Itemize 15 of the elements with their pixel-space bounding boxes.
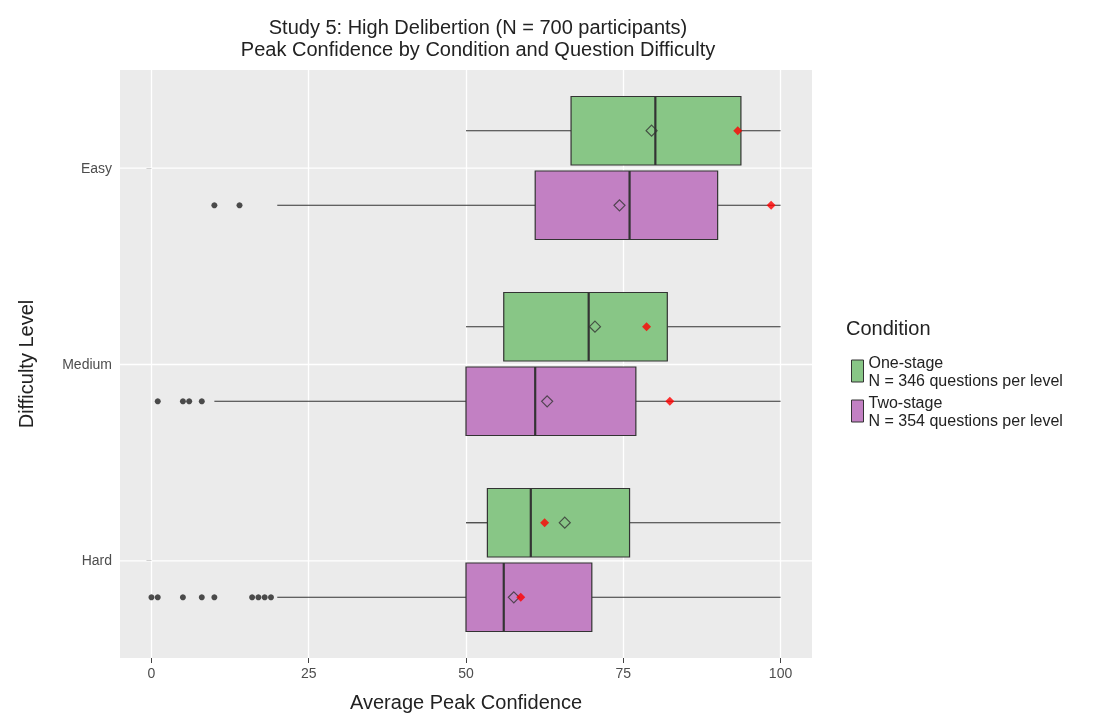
chart-title: Study 5: High Delibertion (N = 700 participants) bbox=[268, 16, 688, 38]
legend-label: Two-stage N = 354 questions per level bbox=[868, 393, 1063, 429]
y-axis-title: Difficulty Level bbox=[15, 299, 37, 429]
x-tick-label: 0 bbox=[147, 665, 156, 681]
x-axis-title: Average Peak Confidence bbox=[349, 691, 583, 713]
y-tick-label: Hard bbox=[81, 552, 112, 568]
x-tick-label: 75 bbox=[615, 665, 632, 681]
x-tick-label: 25 bbox=[300, 665, 317, 681]
legend-title: Condition bbox=[846, 317, 931, 339]
x-tick-label: 100 bbox=[768, 665, 793, 681]
chart-subtitle: Peak Confidence by Condition and Question Difficulty bbox=[240, 38, 716, 60]
y-tick-label: Easy bbox=[80, 160, 112, 176]
y-tick-label: Medium bbox=[62, 356, 112, 372]
legend-label: One-stage N = 346 questions per level bbox=[868, 353, 1063, 389]
x-tick-label: 50 bbox=[458, 665, 474, 681]
